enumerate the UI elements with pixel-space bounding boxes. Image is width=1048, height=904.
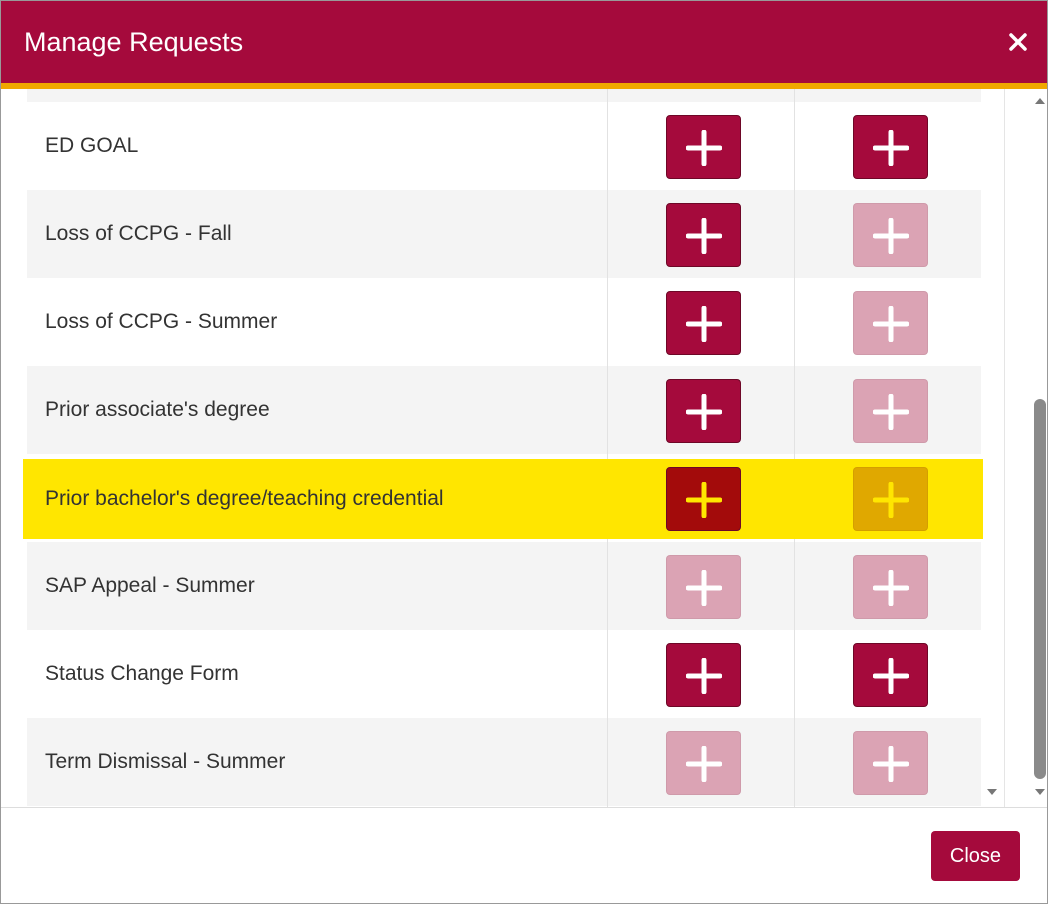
add-button[interactable] xyxy=(666,467,741,531)
plus-icon xyxy=(686,746,722,782)
table-row: Term Dismissal - Summer xyxy=(27,718,981,806)
plus-icon xyxy=(873,218,909,254)
plus-icon xyxy=(873,482,909,518)
add-button xyxy=(853,203,928,267)
plus-icon xyxy=(873,130,909,166)
table-row: Loss of CCPG - Fall xyxy=(27,190,981,278)
plus-icon xyxy=(686,394,722,430)
row-label: SAP Appeal - Summer xyxy=(45,574,255,597)
plus-icon xyxy=(873,570,909,606)
plus-icon xyxy=(873,306,909,342)
scrollbar[interactable] xyxy=(981,89,1047,807)
row-label: Status Change Form xyxy=(45,662,239,685)
table-row: Loss of CCPG - Summer xyxy=(27,278,981,366)
table-row: ED GOAL xyxy=(27,102,981,190)
add-button xyxy=(853,555,928,619)
plus-icon xyxy=(686,218,722,254)
dialog-title: Manage Requests xyxy=(24,27,244,57)
plus-icon xyxy=(873,394,909,430)
plus-icon xyxy=(686,130,722,166)
column-divider xyxy=(607,89,608,807)
scroll-divider xyxy=(1004,89,1005,807)
table-row: Status Change Form xyxy=(27,630,981,718)
dialog-footer: Close xyxy=(1,807,1047,903)
plus-icon xyxy=(873,746,909,782)
table-area: ED GOAL Loss of CCPG - Fall Loss of CCPG -… xyxy=(1,89,1047,807)
add-button[interactable] xyxy=(666,115,741,179)
plus-icon xyxy=(686,482,722,518)
column-divider xyxy=(794,89,795,807)
table-row: Prior associate's degree xyxy=(27,366,981,454)
row-label: Prior bachelor's degree/teaching credent… xyxy=(45,487,444,510)
add-button[interactable] xyxy=(666,203,741,267)
add-button xyxy=(853,291,928,355)
add-button[interactable] xyxy=(666,291,741,355)
row-label: Term Dismissal - Summer xyxy=(45,750,286,773)
table-row: Prior bachelor's degree/teaching credent… xyxy=(23,459,983,539)
plus-icon xyxy=(686,658,722,694)
row-label: Loss of CCPG - Fall xyxy=(45,222,232,245)
plus-icon xyxy=(686,570,722,606)
plus-icon xyxy=(686,306,722,342)
add-button[interactable] xyxy=(666,643,741,707)
row-label: Prior associate's degree xyxy=(45,398,270,421)
partial-row xyxy=(27,89,981,102)
close-button[interactable]: Close xyxy=(931,831,1020,881)
dialog-header: Manage Requests xyxy=(1,1,1047,89)
add-button xyxy=(666,555,741,619)
row-label: Loss of CCPG - Summer xyxy=(45,310,278,333)
add-button[interactable] xyxy=(853,115,928,179)
add-button xyxy=(853,731,928,795)
close-icon[interactable] xyxy=(1005,27,1031,57)
plus-icon xyxy=(873,658,909,694)
add-button xyxy=(853,467,928,531)
add-button[interactable] xyxy=(666,379,741,443)
table-row: SAP Appeal - Summer xyxy=(27,542,981,630)
row-label: ED GOAL xyxy=(45,134,139,157)
add-button xyxy=(666,731,741,795)
add-button[interactable] xyxy=(853,643,928,707)
add-button xyxy=(853,379,928,443)
